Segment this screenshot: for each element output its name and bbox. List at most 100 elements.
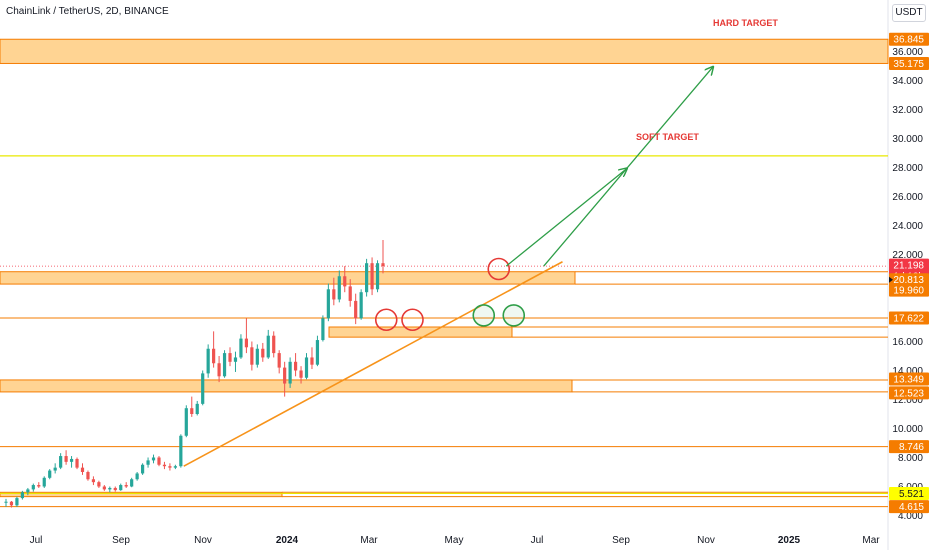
y-tick-label: 34.000 [892, 76, 923, 87]
candle-body [304, 357, 309, 378]
candle-body [337, 276, 341, 300]
price-tag-box [889, 500, 929, 514]
candle-body [228, 353, 232, 362]
candle-body [321, 318, 325, 341]
candle-body [217, 363, 221, 377]
candle-body [130, 479, 134, 487]
candle-body [206, 348, 210, 374]
candle-body [201, 373, 205, 404]
x-tick-label: Jul [30, 535, 43, 546]
price-tag-box [889, 32, 929, 46]
price-tag-label: 19.960 [893, 286, 924, 297]
x-tick-label: Jul [531, 535, 544, 546]
currency-button[interactable]: USDT [892, 4, 926, 22]
candle-body [233, 357, 238, 362]
candle-body [69, 458, 74, 462]
price-tag-box [889, 273, 929, 287]
y-tick-label: 4.000 [898, 511, 923, 522]
candle-body [293, 361, 298, 371]
candle-body [91, 479, 96, 483]
symbol-title: ChainLink / TetherUS, 2D, BINANCE [6, 6, 169, 17]
price-tag-box [889, 56, 929, 70]
x-tick-label: Nov [194, 535, 212, 546]
candle-body [173, 466, 177, 468]
candle-body [64, 456, 68, 462]
candle-body [250, 347, 254, 365]
candle-body [255, 348, 259, 365]
y-tick-label: 36.000 [892, 47, 923, 58]
candle-body [370, 263, 374, 290]
candle-body [212, 348, 216, 364]
candle-body [86, 472, 90, 480]
candle-body [310, 357, 314, 365]
projection-arrow [543, 67, 713, 267]
ascending-trend-line [183, 261, 563, 467]
candle-body [53, 467, 57, 471]
candle-body [348, 286, 352, 301]
price-tag-label: 35.175 [893, 59, 924, 70]
price-tag-box [889, 372, 929, 386]
candle-body [75, 458, 79, 468]
price-tag-box [889, 386, 929, 400]
candle-body [381, 263, 385, 267]
projection-arrow [505, 169, 626, 267]
candle-body [375, 263, 380, 290]
candle-body [184, 408, 188, 436]
y-tick-label: 14.000 [892, 366, 923, 377]
candle-body [4, 501, 8, 503]
price-tag-label: 36.845 [893, 35, 924, 46]
resistance-circle [374, 308, 398, 332]
candle-body [113, 487, 117, 491]
x-tick-label: 2024 [276, 535, 299, 546]
hard-target-label: HARD TARGET [713, 18, 778, 28]
y-tick-label: 30.000 [892, 134, 923, 145]
candle-body [59, 456, 63, 468]
candle-body [37, 485, 41, 487]
candle-body [151, 457, 156, 461]
candle-body [261, 348, 265, 358]
x-tick-label: Nov [697, 535, 715, 546]
candle-body [20, 492, 24, 499]
x-tick-label: 2025 [778, 535, 801, 546]
zone-box [328, 326, 513, 338]
zone-box [0, 271, 576, 285]
candle-body [299, 370, 303, 378]
candle-body [9, 501, 14, 506]
candle-body [283, 367, 287, 384]
candle-body [157, 457, 161, 465]
candle-body [277, 353, 281, 368]
candle-body [332, 289, 336, 300]
candle-body [146, 460, 150, 465]
price-tag-label: 5.521 [899, 489, 924, 500]
price-tag-label: 8.746 [899, 442, 924, 453]
candle-body [195, 403, 199, 414]
y-tick-label: 24.000 [892, 221, 923, 232]
candle-body [42, 477, 46, 487]
price-tag-box [889, 258, 929, 272]
y-tick-label: 28.000 [892, 163, 923, 174]
price-tag-box [889, 311, 929, 325]
zone-box [0, 38, 889, 64]
y-tick-label: 16.000 [892, 337, 923, 348]
candle-body [222, 353, 227, 377]
soft-target-label: SOFT TARGET [636, 132, 699, 142]
x-tick-label: Sep [612, 535, 630, 546]
x-tick-label: Mar [360, 535, 378, 546]
candle-body [359, 292, 363, 319]
y-tick-label: 22.000 [892, 250, 923, 261]
candle-body [244, 338, 249, 348]
x-tick-label: Mar [862, 535, 880, 546]
y-tick-label: 12.000 [892, 395, 923, 406]
candle-body [108, 487, 112, 490]
candle-body [102, 486, 106, 490]
price-tag-label: 12.523 [893, 388, 924, 399]
candle-body [97, 482, 101, 487]
candle-body [272, 335, 276, 354]
resistance-circle [401, 308, 424, 332]
candle-body [326, 289, 330, 319]
price-tag-box [889, 283, 929, 297]
y-tick-label: 10.000 [892, 424, 923, 435]
candle-body [140, 464, 145, 474]
